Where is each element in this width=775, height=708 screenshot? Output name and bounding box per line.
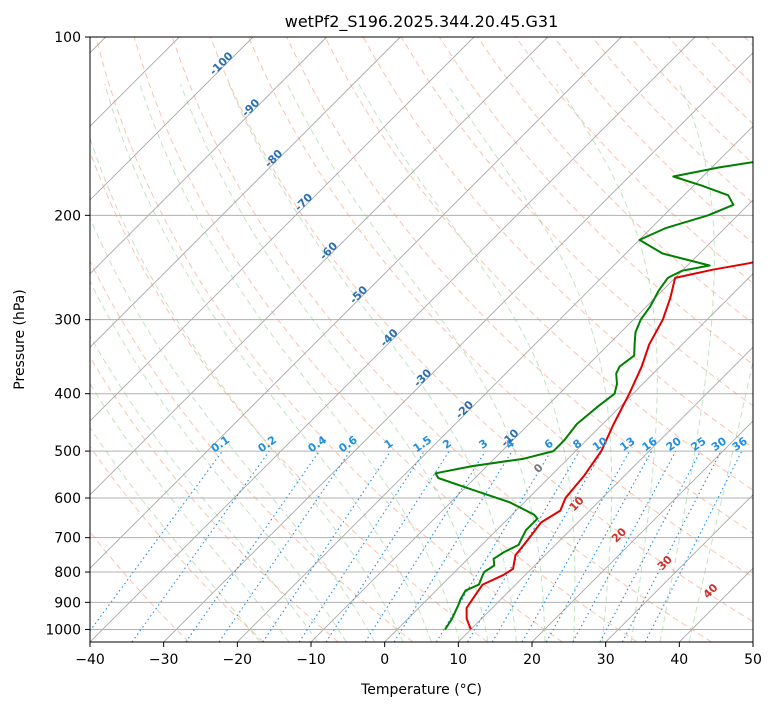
y-tick-label: 400 xyxy=(54,387,81,403)
mixing-ratio-line xyxy=(131,450,270,642)
dry-adiabat xyxy=(286,37,753,534)
dry-adiabat xyxy=(90,445,264,642)
x-tick-label: 50 xyxy=(744,652,762,668)
y-tick-label: 800 xyxy=(54,565,81,581)
x-tick-label: 40 xyxy=(670,652,688,668)
mixing-ratio-line xyxy=(298,450,425,642)
isotherm-line xyxy=(90,37,254,201)
mixing-ratio-line xyxy=(545,450,653,642)
mixing-ratio-line xyxy=(325,450,450,642)
moist-adiabat xyxy=(228,83,517,642)
moist-adiabat xyxy=(90,426,261,642)
isotherm-line xyxy=(90,37,696,642)
x-tick-label: 30 xyxy=(597,652,615,668)
mixing-ratio-line xyxy=(491,450,603,642)
y-tick-label: 700 xyxy=(54,531,81,547)
moist-adiabat xyxy=(446,83,613,642)
x-axis-label: Temperature (°C) xyxy=(360,682,482,698)
lines-layer xyxy=(434,161,753,630)
grid-layer xyxy=(90,37,753,642)
mixing-ratio-line xyxy=(467,450,580,642)
dry-adiabat xyxy=(210,37,753,623)
isotherm-line xyxy=(531,420,753,642)
plot-area xyxy=(90,37,753,642)
mixing-ratio-line xyxy=(364,450,486,642)
isotherm-line xyxy=(163,52,753,642)
dry-adiabat xyxy=(248,37,753,578)
dewpoint-profile xyxy=(434,161,753,630)
y-tick-label: 100 xyxy=(54,30,81,46)
dry-adiabat xyxy=(171,37,712,642)
y-tick-label: 600 xyxy=(54,491,81,507)
plot-frame xyxy=(89,36,754,643)
x-tick-label: −10 xyxy=(296,652,326,668)
dry-adiabat xyxy=(133,37,638,642)
moist-adiabat xyxy=(90,280,347,642)
isotherm-line xyxy=(236,125,753,642)
y-tick-label: 500 xyxy=(54,444,81,460)
moist-adiabat xyxy=(90,136,404,642)
moist-adiabat xyxy=(688,358,753,642)
y-tick-label: 200 xyxy=(54,208,81,224)
ticks-layer: −40 −30 −20 −10 0 10 20 30 40 50 100 200 300 400 500 60… xyxy=(45,30,762,668)
isotherm-line xyxy=(90,37,549,496)
mixing-ratio-line xyxy=(185,450,320,642)
isotherm-line xyxy=(90,37,328,275)
y-tick-label: 1000 xyxy=(45,622,81,638)
dry-adiabat xyxy=(90,259,414,642)
chart-title: wetPf2_S196.2025.344.20.45.G31 xyxy=(285,12,559,32)
x-tick-label: −20 xyxy=(223,652,253,668)
isotherm-line xyxy=(457,346,753,642)
x-tick-label: −30 xyxy=(149,652,179,668)
x-tick-label: 0 xyxy=(380,652,389,668)
dry-adiabat xyxy=(515,37,753,284)
isotherm-line xyxy=(384,273,753,642)
mixing-ratio-line xyxy=(572,450,677,642)
moist-adiabat xyxy=(180,83,489,642)
y-axis-label: Pressure (hPa) xyxy=(12,289,28,389)
isotherm-line xyxy=(310,199,753,642)
moist-adiabat xyxy=(659,83,715,642)
isotherm-line xyxy=(90,37,180,127)
moist-adiabat xyxy=(90,382,290,642)
dry-adiabat xyxy=(324,37,753,491)
y-tick-label: 900 xyxy=(54,595,81,611)
moist-adiabat xyxy=(556,83,658,642)
isotherm-line xyxy=(605,494,753,642)
isotherm-line xyxy=(678,567,753,642)
temperature-profile xyxy=(465,261,753,630)
y-tick-label: 300 xyxy=(54,313,81,329)
isotherm-line xyxy=(90,37,475,422)
mixing-ratio-line xyxy=(393,450,513,642)
x-tick-label: −40 xyxy=(75,652,105,668)
isotherm-line xyxy=(90,37,107,54)
moist-adiabat xyxy=(90,334,319,642)
mixing-ratio-line xyxy=(521,450,630,642)
isotherm-line xyxy=(90,37,622,569)
isotherm-line xyxy=(90,37,401,348)
x-tick-label: 20 xyxy=(523,652,541,668)
dry-adiabat xyxy=(95,37,563,642)
moist-adiabat xyxy=(104,83,432,642)
moist-adiabat xyxy=(139,83,461,642)
moist-adiabat xyxy=(90,216,376,642)
x-tick-label: 10 xyxy=(449,652,467,668)
